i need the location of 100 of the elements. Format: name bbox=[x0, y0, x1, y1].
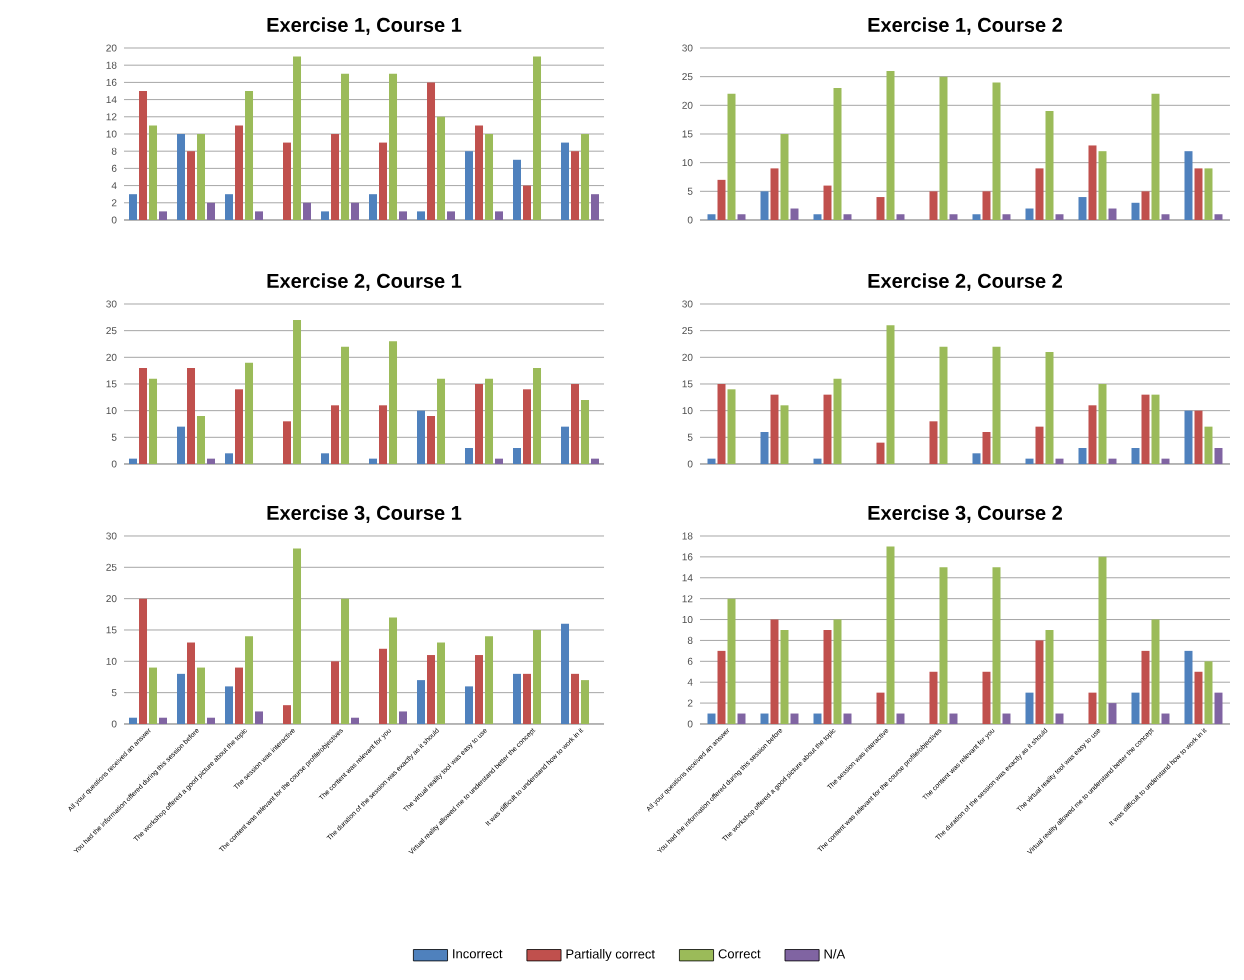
bar bbox=[737, 214, 746, 220]
bar bbox=[992, 346, 1001, 464]
bar bbox=[533, 367, 542, 464]
bar bbox=[939, 567, 948, 724]
bar bbox=[1002, 214, 1011, 220]
bar bbox=[1184, 650, 1193, 724]
bar bbox=[1108, 208, 1117, 220]
bar bbox=[149, 125, 158, 220]
bar bbox=[1161, 214, 1170, 220]
bar bbox=[245, 90, 254, 220]
bar bbox=[1035, 168, 1044, 220]
bar bbox=[399, 711, 408, 724]
bar bbox=[293, 56, 302, 220]
bar bbox=[1151, 93, 1160, 220]
bar bbox=[341, 598, 350, 724]
bar bbox=[293, 319, 302, 464]
bar bbox=[485, 636, 494, 724]
bar bbox=[523, 185, 532, 220]
bar bbox=[331, 405, 340, 464]
bar bbox=[379, 648, 388, 724]
bar bbox=[929, 191, 938, 220]
bar bbox=[149, 667, 158, 724]
chart-title: Exercise 3, Course 1 bbox=[267, 505, 462, 523]
bar bbox=[1002, 713, 1011, 724]
bar bbox=[139, 367, 148, 464]
bar bbox=[1055, 458, 1064, 464]
bar bbox=[717, 179, 726, 220]
bar bbox=[1045, 351, 1054, 464]
bar bbox=[1131, 202, 1140, 220]
bar bbox=[571, 673, 580, 724]
bar bbox=[475, 655, 484, 724]
bar bbox=[379, 142, 388, 220]
bar bbox=[949, 214, 958, 220]
bar bbox=[770, 394, 779, 464]
bar bbox=[1214, 447, 1223, 464]
bar bbox=[1035, 640, 1044, 724]
bar bbox=[351, 717, 360, 724]
bar bbox=[992, 82, 1001, 220]
bar bbox=[1214, 214, 1223, 220]
bar bbox=[1025, 458, 1034, 464]
bar bbox=[1214, 692, 1223, 724]
bar bbox=[417, 410, 426, 464]
bar bbox=[245, 362, 254, 464]
bar bbox=[1088, 405, 1097, 464]
bar bbox=[727, 389, 736, 464]
bar bbox=[1131, 692, 1140, 724]
bar bbox=[159, 717, 168, 724]
bar bbox=[1078, 197, 1087, 220]
bar bbox=[533, 629, 542, 724]
bar bbox=[1184, 410, 1193, 464]
bar bbox=[417, 211, 426, 220]
bar bbox=[886, 546, 895, 724]
bar bbox=[533, 56, 542, 220]
bar bbox=[129, 194, 138, 220]
bar bbox=[341, 73, 350, 220]
bar bbox=[485, 133, 494, 220]
bar bbox=[379, 405, 388, 464]
bar bbox=[1184, 151, 1193, 220]
bar bbox=[1025, 692, 1034, 724]
bar bbox=[1025, 208, 1034, 220]
bar bbox=[707, 458, 716, 464]
bar bbox=[1194, 671, 1203, 724]
bar bbox=[1108, 458, 1117, 464]
bar bbox=[475, 383, 484, 464]
bar bbox=[760, 431, 769, 464]
bar bbox=[707, 214, 716, 220]
bar bbox=[245, 636, 254, 724]
bar bbox=[972, 453, 981, 464]
bar bbox=[1204, 426, 1213, 464]
bar bbox=[707, 713, 716, 724]
bar bbox=[389, 617, 398, 724]
bar bbox=[1151, 619, 1160, 724]
bar bbox=[1055, 214, 1064, 220]
bar bbox=[876, 442, 885, 464]
bar bbox=[341, 346, 350, 464]
bar bbox=[982, 191, 991, 220]
bar bbox=[790, 713, 799, 724]
bar bbox=[886, 70, 895, 220]
bar bbox=[896, 713, 905, 724]
bar bbox=[207, 717, 216, 724]
chart-title: Exercise 3, Course 2 bbox=[868, 505, 1062, 523]
bar bbox=[283, 142, 292, 220]
bar bbox=[255, 211, 264, 220]
chart-title: Exercise 1, Course 1 bbox=[267, 17, 462, 35]
bar bbox=[427, 82, 436, 220]
bar bbox=[1035, 426, 1044, 464]
bar bbox=[523, 673, 532, 724]
bar bbox=[139, 90, 148, 220]
bar bbox=[1098, 383, 1107, 464]
chart-title: Exercise 1, Course 2 bbox=[868, 17, 1062, 35]
bar bbox=[427, 415, 436, 464]
bar bbox=[833, 619, 842, 724]
bar bbox=[1045, 111, 1054, 220]
bar bbox=[235, 667, 244, 724]
bar bbox=[876, 197, 885, 220]
bar bbox=[225, 194, 234, 220]
bar bbox=[177, 673, 186, 724]
bar bbox=[876, 692, 885, 724]
chart-title: Exercise 2, Course 2 bbox=[868, 273, 1062, 291]
bar bbox=[331, 661, 340, 724]
